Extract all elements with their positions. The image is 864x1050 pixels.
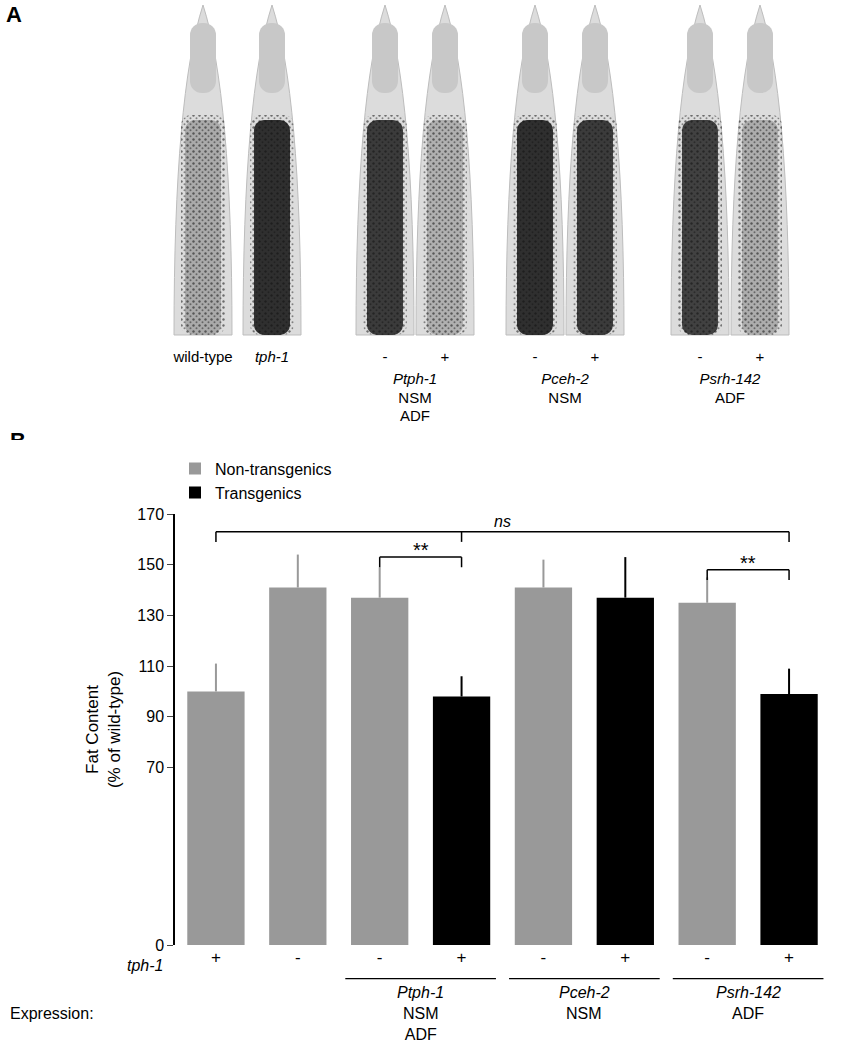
svg-text:Psrh-142: Psrh-142 [700, 370, 762, 387]
svg-text:-: - [698, 348, 703, 365]
svg-text:+: + [457, 948, 467, 967]
svg-text:70: 70 [146, 759, 164, 776]
svg-text:170: 170 [137, 506, 164, 523]
svg-text:ns: ns [494, 513, 511, 530]
svg-text:-: - [377, 948, 383, 967]
svg-text:Transgenics: Transgenics [215, 485, 302, 502]
svg-text:Fat Content(% of wild-type): Fat Content(% of wild-type) [83, 671, 124, 788]
svg-text:-: - [704, 948, 710, 967]
svg-text:Ptph-1: Ptph-1 [393, 370, 437, 387]
svg-text:-: - [541, 948, 547, 967]
svg-text:Non-transgenics: Non-transgenics [215, 461, 332, 478]
svg-text:+: + [620, 948, 630, 967]
svg-text:90: 90 [146, 708, 164, 725]
html-text:B: B [10, 428, 26, 453]
svg-text:+: + [756, 348, 765, 365]
svg-text:tph-1: tph-1 [255, 348, 289, 365]
svg-text:150: 150 [137, 556, 164, 573]
svg-text:130: 130 [137, 607, 164, 624]
svg-text:-: - [295, 948, 301, 967]
svg-text:NSM: NSM [398, 389, 431, 406]
svg-text:Expression:: Expression: [10, 1005, 94, 1022]
svg-text:NSMADF: NSMADF [403, 1005, 439, 1043]
svg-text:Ptph-1: Ptph-1 [397, 984, 444, 1001]
svg-text:Pceh-2: Pceh-2 [559, 984, 610, 1001]
svg-text:**: ** [740, 552, 756, 574]
svg-text:Psrh-142: Psrh-142 [716, 984, 781, 1001]
svg-text:+: + [441, 348, 450, 365]
svg-text:wild-type: wild-type [172, 348, 232, 365]
svg-text:-: - [533, 348, 538, 365]
svg-text:110: 110 [139, 658, 165, 675]
svg-text:A: A [6, 2, 22, 27]
svg-text:+: + [591, 348, 600, 365]
svg-text:ADF: ADF [732, 1005, 764, 1022]
svg-text:NSM: NSM [548, 389, 581, 406]
svg-text:**: ** [413, 539, 429, 561]
svg-text:NSM: NSM [566, 1005, 602, 1022]
svg-text:Pceh-2: Pceh-2 [541, 370, 589, 387]
svg-text:+: + [211, 948, 221, 967]
svg-text:ADF: ADF [715, 389, 745, 406]
svg-text:+: + [784, 948, 794, 967]
svg-text:ADF: ADF [400, 407, 430, 424]
svg-text:0: 0 [155, 937, 164, 954]
svg-text:tph-1: tph-1 [127, 957, 163, 974]
svg-text:-: - [383, 348, 388, 365]
